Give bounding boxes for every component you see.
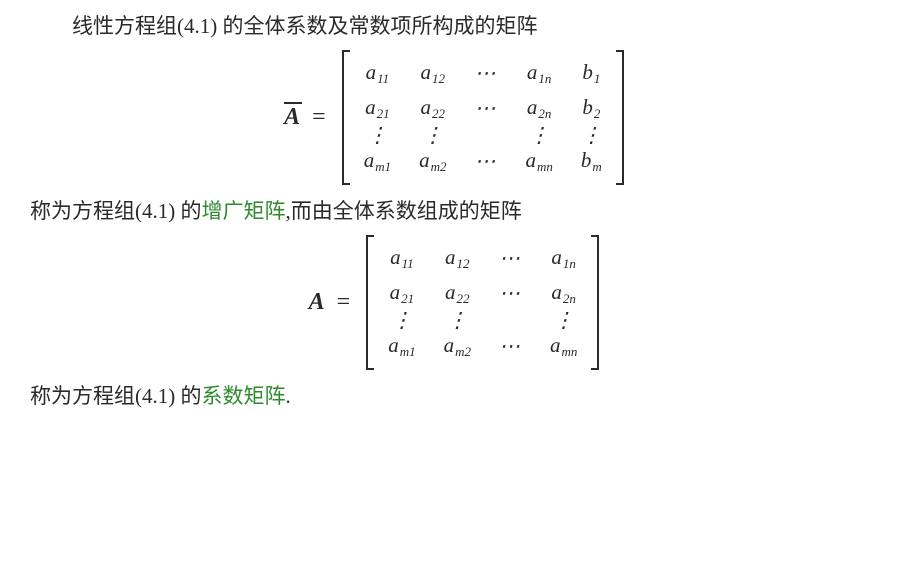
term-augmented: 增广矩阵	[202, 199, 286, 223]
equals-sign: =	[312, 104, 326, 131]
paragraph-coefficient-label: 称为方程组(4.1) 的系数矩阵.	[30, 380, 884, 414]
symbol-A-bar: A	[284, 104, 300, 131]
augmented-matrix: a11 a12 ⋯ a1n b1 a21 a22 ⋯ a2n b2 ⋮ ⋮	[336, 50, 630, 186]
paragraph-intro: 线性方程组(4.1) 的全体系数及常数项所构成的矩阵	[30, 10, 884, 44]
coefficient-matrix: a11 a12 ⋯ a1n a21 a22 ⋯ a2n ⋮ ⋮ ⋮	[360, 235, 605, 371]
augmented-matrix-body: a11 a12 ⋯ a1n b1 a21 a22 ⋯ a2n b2 ⋮ ⋮	[350, 56, 616, 180]
equals-sign-2: =	[337, 289, 351, 316]
coefficient-matrix-body: a11 a12 ⋯ a1n a21 a22 ⋯ a2n ⋮ ⋮ ⋮	[374, 241, 591, 365]
equation-augmented-matrix: A = a11 a12 ⋯ a1n b1 a21 a22 ⋯ a2n b2	[30, 50, 884, 186]
term-coefficient: 系数矩阵	[202, 384, 286, 408]
paragraph-augmented-label: 称为方程组(4.1) 的增广矩阵,而由全体系数组成的矩阵	[30, 195, 884, 229]
symbol-A: A	[309, 289, 325, 316]
equation-coefficient-matrix: A = a11 a12 ⋯ a1n a21 a22 ⋯ a2n ⋮	[30, 235, 884, 371]
